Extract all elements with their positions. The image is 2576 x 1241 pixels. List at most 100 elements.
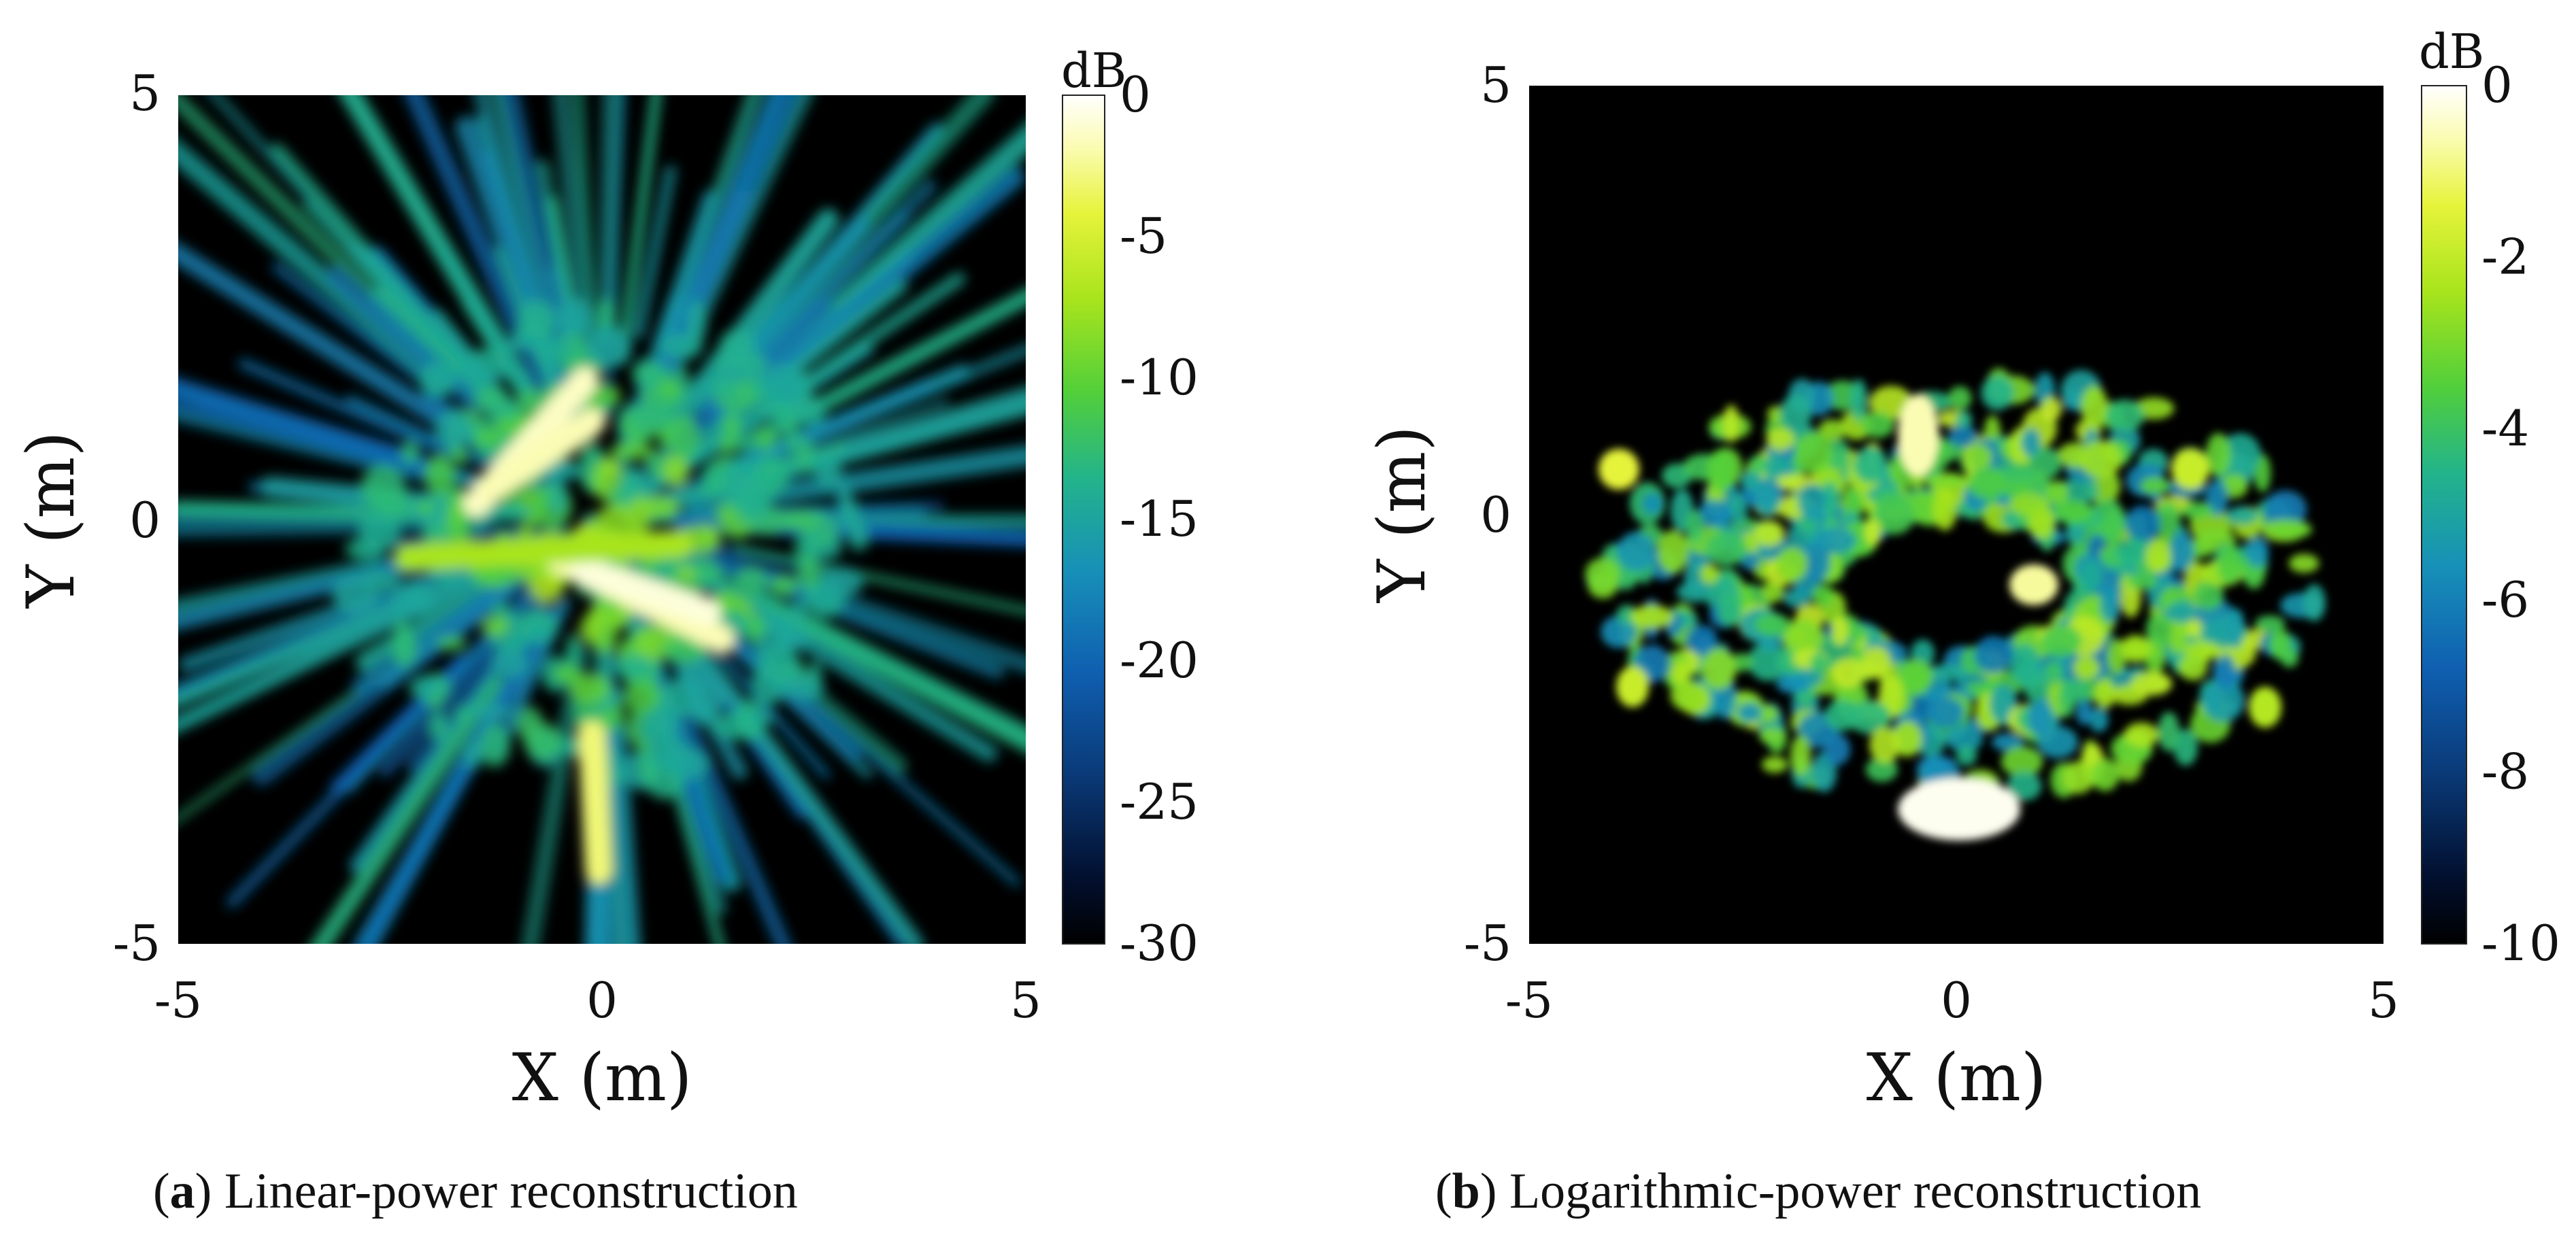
heatmap-blob (419, 362, 456, 398)
heatmap-blob (586, 326, 632, 368)
colorbar-b-unit: dB (2419, 24, 2484, 80)
heatmap-blob (2140, 477, 2171, 495)
heatmap-blob (685, 681, 724, 721)
heatmap-streak (178, 549, 429, 614)
heatmap-blob (1790, 735, 1811, 777)
heatmap-blob (1762, 579, 1784, 603)
heatmap-blob (1865, 757, 1898, 782)
heatmap-blob (2105, 399, 2145, 432)
heatmap-blob (753, 426, 777, 451)
heatmap-blob (2255, 615, 2286, 632)
heatmap-blob (2009, 643, 2040, 685)
y-axis-label-b: Y (m) (1364, 426, 1440, 604)
heatmap-blob (1642, 492, 1662, 515)
x-axis-label-a: X (m) (512, 1040, 692, 1116)
heatmap-blob (2124, 722, 2159, 747)
colorbar-b-ticks: 0 -2 -4 -6 -8 -10 (2481, 56, 2560, 972)
heatmap-blob (1782, 618, 1824, 655)
heatmap-streak (705, 209, 911, 416)
heatmap-streak (607, 721, 641, 944)
heatmap-blob (632, 363, 672, 385)
heatmap-blob (565, 307, 580, 339)
heatmap-blob (837, 480, 852, 524)
heatmap-blob (2173, 728, 2198, 766)
heatmap-blob (1926, 696, 1965, 728)
heatmap-streak (678, 707, 791, 944)
caption-a-text: Linear-power reconstruction (224, 1163, 798, 1219)
heatmap-blob (2081, 386, 2108, 429)
heatmap-blob (1869, 726, 1901, 763)
heatmap-blob (1966, 444, 1993, 471)
heatmap-blob (663, 454, 689, 488)
heatmap-blob (629, 404, 673, 431)
heatmap-blob (1927, 664, 1970, 681)
heatmap-blob (663, 333, 703, 360)
heatmap-ridge (476, 408, 605, 503)
heatmap-blob (2269, 520, 2313, 539)
heatmap-blob (2091, 758, 2120, 792)
heatmap-blob (2075, 699, 2093, 726)
heatmap-blob (491, 648, 529, 679)
panel-b: 5 0 -5 -5 0 5 X (m) Y (m) dB 0 -2 -4 -6 -8 -1… (1364, 24, 2560, 1116)
heatmap-blob (1705, 530, 1747, 566)
heatmap-streak (473, 95, 552, 322)
heatmap-blob (453, 517, 472, 547)
heatmap-blob (437, 636, 467, 651)
heatmap-blob (1766, 428, 1794, 452)
heatmap-blob (2009, 493, 2050, 516)
heatmap-blob (1873, 496, 1915, 535)
heatmap-streak (753, 397, 950, 471)
heatmap-blob (735, 566, 769, 594)
heatmap-blob (603, 747, 622, 789)
heatmap-blob (394, 617, 409, 659)
heatmap-blob (495, 503, 532, 522)
caption-a: (a) Linear-power reconstruction (153, 1163, 798, 1219)
colorbar-tick-label: -2 (2481, 228, 2529, 285)
heatmap-blob (525, 622, 556, 645)
heatmap-blob (821, 566, 864, 597)
heatmap-blob (481, 616, 509, 636)
heatmap-blob (667, 414, 700, 460)
heatmap-blob (1762, 756, 1788, 773)
heatmap-blob (548, 479, 568, 516)
x-axis-label-b: X (m) (1867, 1040, 2047, 1116)
heatmap-blob (614, 653, 652, 678)
y-tick-b-0: 5 (1480, 56, 1511, 114)
colorbar-tick-label: 0 (2481, 56, 2513, 114)
heatmap-blob (1955, 411, 1973, 428)
heatmap-blob (420, 676, 441, 696)
heatmap-blob (454, 704, 471, 726)
heatmap-blob (1830, 658, 1866, 688)
heatmap-b-image (1585, 368, 2326, 840)
heatmap-blob (2264, 490, 2307, 528)
heatmap-blob (1740, 471, 1762, 492)
heatmap-blob (435, 409, 473, 449)
caption-b-text: Logarithmic-power reconstruction (1509, 1163, 2202, 1219)
colorbar-tick-label: -15 (1120, 490, 1199, 547)
heatmap-hotspot (2249, 687, 2281, 728)
heatmap-blob (1810, 652, 1828, 675)
heatmap-blob (1701, 648, 1737, 690)
heatmap-blob (1728, 492, 1748, 526)
heatmap-blob (2169, 531, 2194, 573)
heatmap-blob (774, 613, 795, 657)
heatmap-blob (750, 711, 775, 726)
colorbar-tick-label: -8 (2481, 743, 2529, 800)
heatmap-blob (1754, 484, 1780, 517)
heatmap-blob (1861, 411, 1894, 438)
heatmap-blob (2021, 428, 2041, 457)
heatmap-blob (2044, 661, 2063, 681)
heatmap-blob (1956, 745, 1977, 766)
y-axis-label-a: Y (m) (13, 431, 89, 609)
heatmap-blob (1896, 664, 1930, 697)
heatmap-blob (1585, 558, 1620, 590)
y-tick-a-1: 0 (129, 492, 161, 549)
colorbar-tick-label: -25 (1120, 773, 1199, 830)
heatmap-blob (735, 699, 766, 741)
x-tick-b-1: 0 (1941, 972, 1972, 1029)
heatmap-blob (773, 400, 791, 425)
heatmap-blob (1824, 734, 1851, 766)
heatmap-blob (2167, 613, 2188, 654)
heatmap-blob (1794, 432, 1833, 474)
heatmap-hotspot (1898, 778, 2020, 840)
